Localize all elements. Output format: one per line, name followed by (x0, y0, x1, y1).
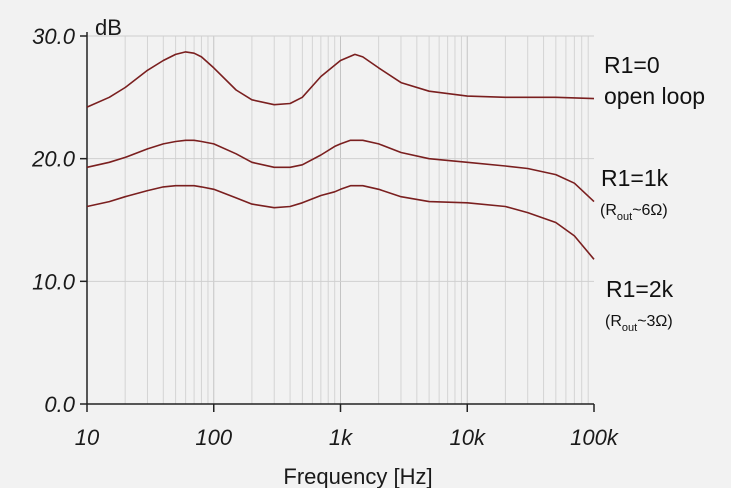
y-unit-label: dB (95, 15, 122, 40)
grid-lines (86, 35, 594, 405)
y-tick-label: 0.0 (44, 392, 75, 417)
series-line-open_loop (86, 51, 595, 108)
series-line-r1_1k (86, 139, 595, 203)
x-tick-label: 1k (329, 425, 353, 450)
x-tick-label: 100 (195, 425, 232, 450)
series-line-r1_2k (86, 184, 595, 260)
y-tick-label: 20.0 (31, 147, 76, 172)
tick-labels: 0.0 10.0 20.0 30.0 10 100 1k 10k 100k (31, 24, 619, 450)
annotation-r1-0: R1=0 (604, 52, 660, 78)
x-tick-label: 10 (75, 425, 100, 450)
series-lines (86, 51, 595, 260)
y-tick-label: 10.0 (32, 269, 76, 294)
x-tick-label: 100k (570, 425, 619, 450)
axes (80, 32, 595, 412)
annotation-rout-6ohm: (Rout~6Ω) (600, 202, 668, 223)
annotation-open-loop: open loop (604, 83, 705, 109)
annotation-rout-3ohm: (Rout~3Ω) (605, 313, 673, 334)
annotation-r1-1k: R1=1k (601, 165, 669, 191)
y-tick-label: 30.0 (32, 24, 76, 49)
annotation-r1-2k: R1=2k (606, 276, 674, 302)
x-tick-label: 10k (450, 425, 486, 450)
x-axis-label: Frequency [Hz] (283, 464, 432, 488)
